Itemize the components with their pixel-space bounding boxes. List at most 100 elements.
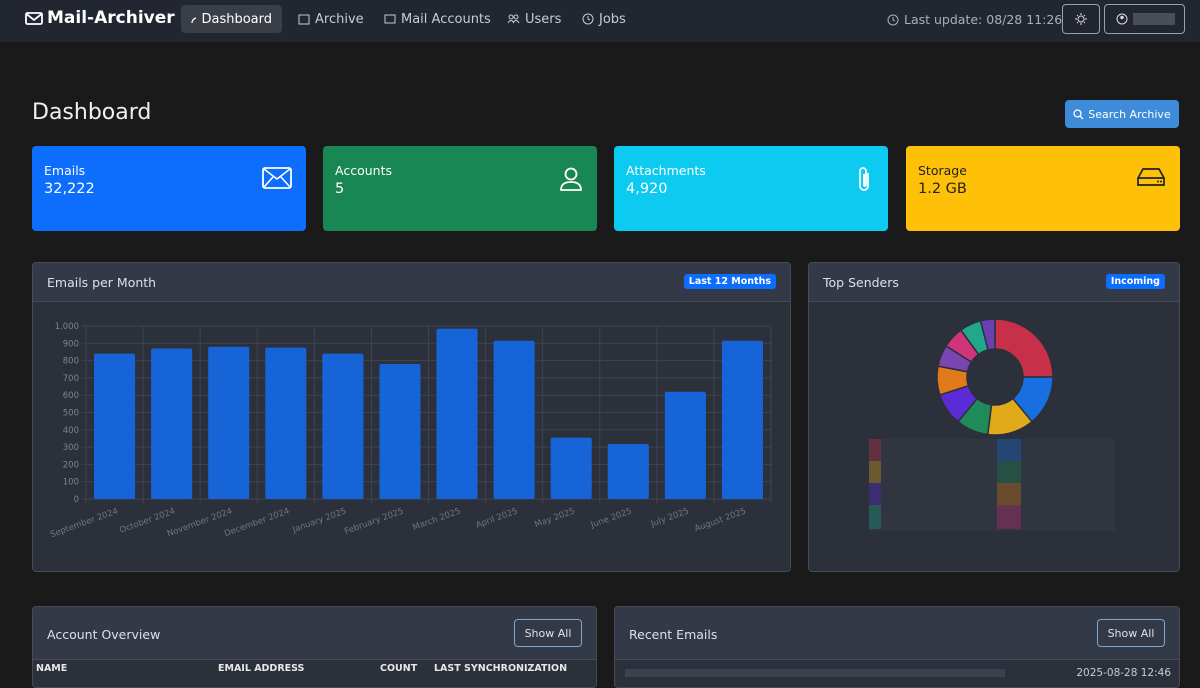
stat-card: Accounts 5	[323, 146, 597, 231]
icon	[1137, 168, 1165, 186]
email-date: 2025-08-28 12:46	[1076, 667, 1171, 679]
bar	[664, 391, 706, 499]
stat-label: Attachments	[626, 163, 706, 178]
stat-value: 32,222	[44, 181, 95, 197]
nav-label: Archive	[315, 11, 364, 27]
nav-label: Mail Accounts	[401, 11, 491, 27]
x-tick-label: February 2025	[343, 506, 405, 537]
column-header: COUNT	[380, 663, 418, 674]
column-header: EMAIL ADDRESS	[218, 663, 305, 674]
show-all-button[interactable]: Show All	[1097, 619, 1165, 647]
panel-title: Recent Emails	[629, 627, 718, 642]
y-tick-label: 400	[63, 426, 79, 436]
x-tick-label: September 2024	[49, 506, 119, 540]
x-tick-label: March 2025	[411, 506, 462, 533]
stat-value: 4,920	[626, 181, 668, 197]
panel-title: Emails per Month	[47, 275, 157, 290]
y-tick-label: 300	[63, 443, 79, 453]
icon	[191, 17, 197, 24]
recent-emails-panel: Recent Emails Show All 2025-08-28 12:46	[614, 606, 1180, 688]
x-tick-label: July 2025	[649, 506, 691, 529]
bar	[436, 328, 478, 499]
panel-header: Recent Emails Show All	[615, 607, 1179, 660]
x-tick-label: December 2024	[223, 506, 291, 539]
x-tick-label: August 2025	[693, 506, 747, 534]
bar-chart: 0 100 200 300 400 500 600 700 800 900 1.000 Septemb…	[49, 322, 772, 540]
blurred-legend	[869, 439, 1115, 531]
y-tick-label: 0	[74, 495, 79, 505]
panel-title: Top Senders	[823, 275, 899, 290]
column-header: NAME	[36, 663, 68, 674]
x-tick-label: January 2025	[290, 506, 348, 535]
last-update-text: Last update: 08/28 11:26	[904, 12, 1063, 27]
y-tick-label: 600	[63, 391, 79, 401]
y-tick-label: 200	[63, 460, 79, 470]
icon	[298, 14, 310, 24]
nav-mail-accounts[interactable]: Mail Accounts	[374, 5, 501, 33]
bar	[208, 346, 250, 499]
x-tick-label: April 2025	[475, 506, 520, 530]
donut-chart	[869, 318, 1115, 531]
nav-label: Users	[525, 11, 562, 27]
stat-label: Emails	[44, 163, 86, 178]
x-tick-label: May 2025	[533, 506, 576, 530]
bar	[550, 437, 592, 499]
bar	[151, 348, 193, 499]
button-label: Search Archive	[1088, 107, 1171, 121]
icon	[887, 14, 899, 25]
page-title: Dashboard	[32, 100, 152, 125]
panel-header: Account Overview Show All	[33, 607, 596, 660]
stat-card: Emails 32,222	[32, 146, 306, 231]
icon	[1073, 108, 1084, 119]
y-tick-label: 800	[63, 357, 79, 367]
icon	[560, 167, 582, 191]
stat-card: Storage 1.2 GB	[906, 146, 1180, 231]
bar	[265, 347, 307, 499]
show-all-button[interactable]: Show All	[514, 619, 582, 647]
top-senders-panel: Top Senders Incoming	[808, 262, 1180, 572]
icon	[384, 14, 396, 24]
nav-label: Jobs	[599, 11, 626, 27]
table-header-row: NAME EMAIL ADDRESS COUNT LAST SYNCHRONIZ…	[33, 662, 596, 675]
stat-card: Attachments 4,920	[614, 146, 888, 231]
brand-icon	[25, 12, 43, 25]
nav-jobs[interactable]: Jobs	[572, 5, 636, 33]
bar	[607, 443, 649, 499]
nav-dashboard[interactable]: Dashboard	[181, 5, 282, 33]
nav-users[interactable]: Users	[497, 5, 571, 33]
badge: Last 12 Months	[683, 274, 776, 289]
icon	[1116, 13, 1175, 25]
icon	[1075, 13, 1087, 25]
y-tick-label: 500	[63, 409, 79, 419]
column-header: LAST SYNCHRONIZATION	[434, 663, 568, 674]
theme-toggle[interactable]	[1062, 4, 1100, 34]
x-tick-label: November 2024	[166, 506, 234, 539]
search-archive-button[interactable]: Search Archive	[1065, 100, 1179, 128]
icon	[859, 167, 869, 191]
emails-per-month-panel: Emails per Month Last 12 Months 0 100 200 3…	[32, 262, 791, 572]
account-overview-panel: Account Overview Show All NAME EMAIL ADD…	[32, 606, 597, 688]
bar	[493, 340, 535, 499]
y-tick-label: 700	[63, 374, 79, 384]
icon	[507, 14, 520, 24]
blurred-subject	[625, 669, 1005, 677]
y-tick-label: 1.000	[55, 322, 79, 332]
donut-slice	[994, 318, 1054, 378]
icon	[262, 167, 292, 189]
icon	[582, 13, 594, 25]
nav-label: Dashboard	[201, 11, 272, 27]
panel-title: Account Overview	[47, 627, 161, 642]
bar	[379, 364, 421, 499]
bar	[322, 353, 364, 499]
user-menu[interactable]	[1104, 4, 1185, 34]
nav-archive[interactable]: Archive	[288, 5, 374, 33]
stat-label: Storage	[918, 163, 967, 178]
panel-header: Top Senders Incoming	[809, 263, 1179, 302]
brand-text: Mail-Archiver	[47, 8, 175, 28]
brand[interactable]: Mail-Archiver	[25, 8, 175, 28]
stat-value: 5	[335, 181, 345, 197]
bar	[721, 340, 764, 499]
y-tick-label: 900	[63, 339, 79, 349]
